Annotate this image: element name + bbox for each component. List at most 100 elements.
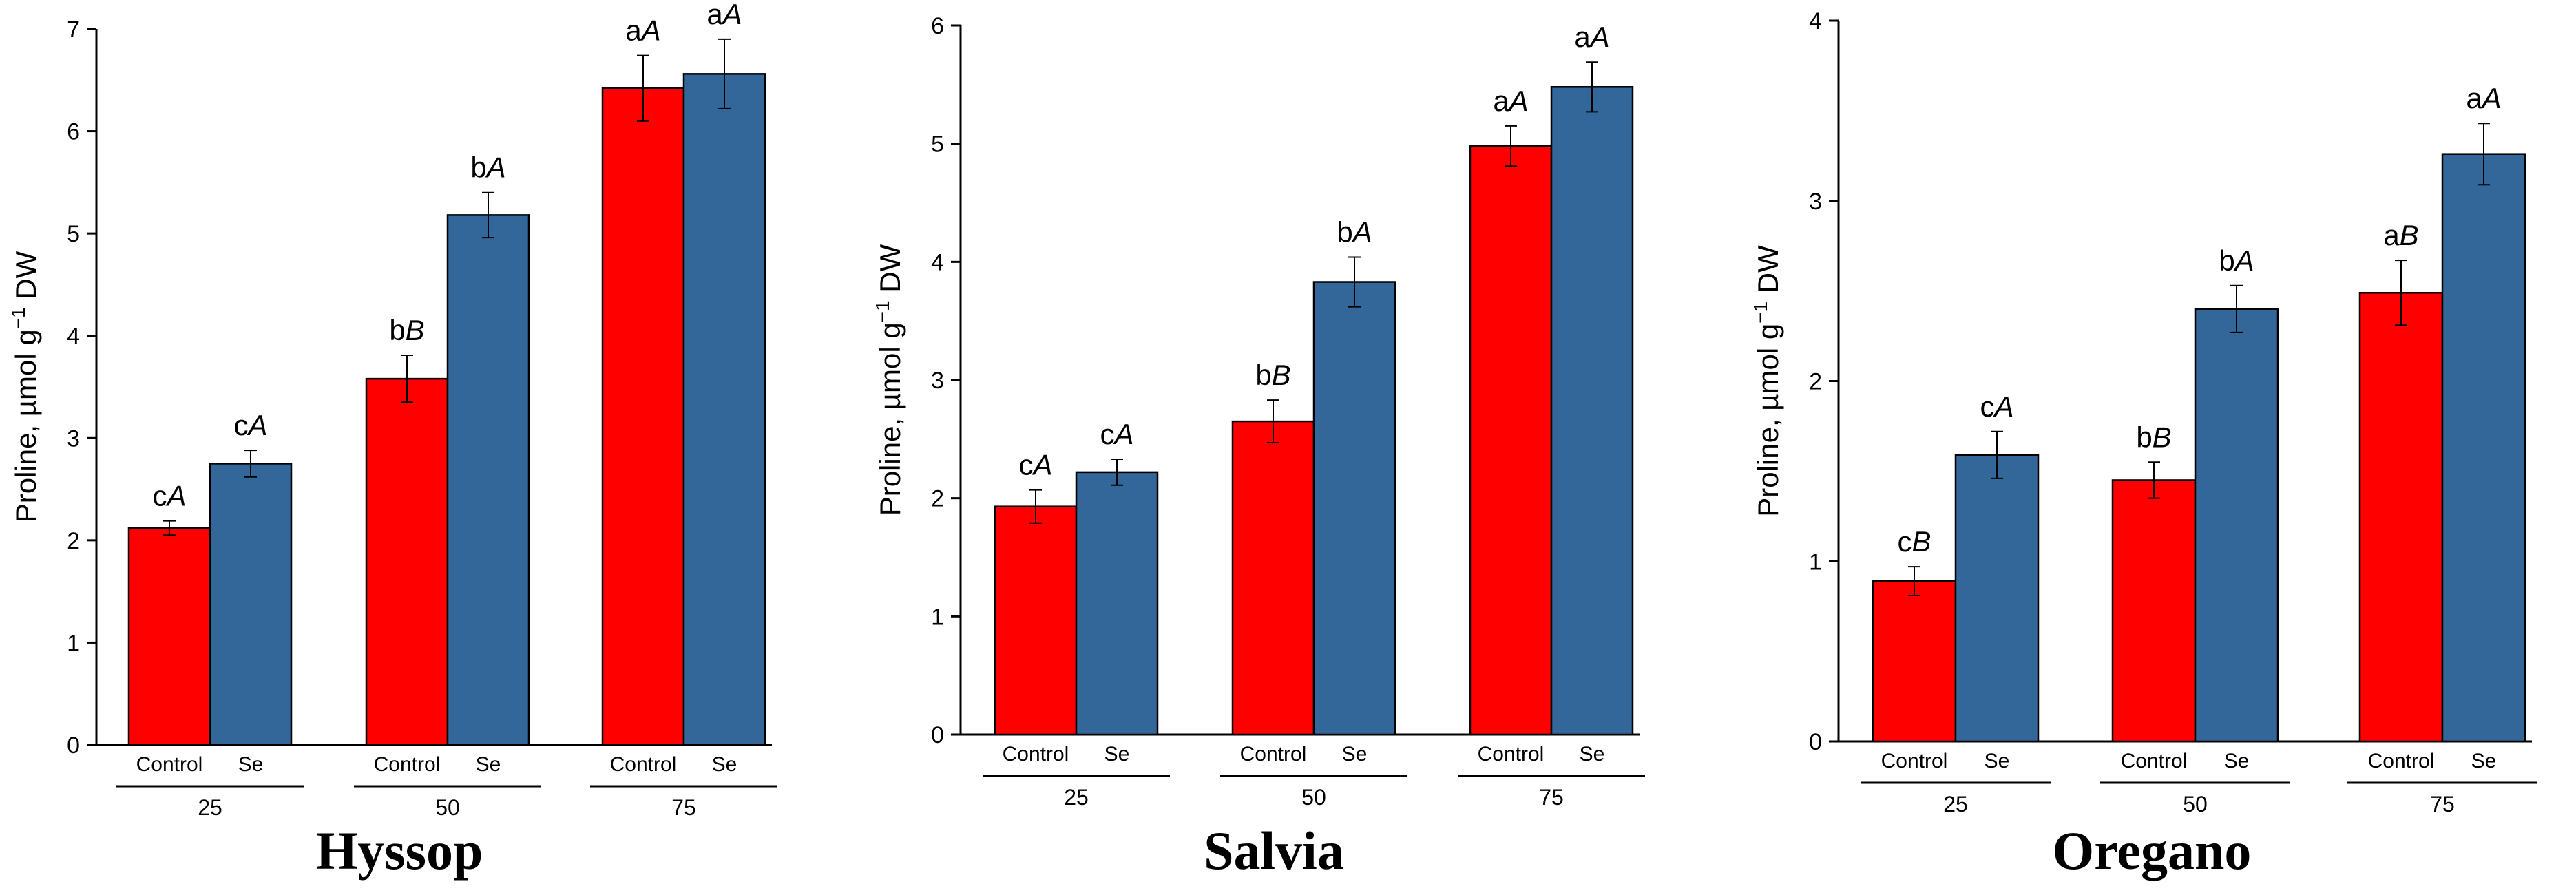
y-tick-label: 6	[931, 13, 944, 39]
bar-sub-label: Se	[2224, 750, 2250, 772]
bar-control-50	[1231, 420, 1315, 736]
bar-control-25	[1872, 580, 1957, 743]
significance-label: bA	[2219, 244, 2254, 277]
bar-sub-label: Control	[1240, 743, 1307, 766]
y-tick-label: 1	[67, 630, 80, 656]
group-label: 75	[671, 795, 696, 820]
y-axis-title-main: Proline, µmol g	[874, 322, 906, 516]
y-tick-label: 5	[931, 131, 944, 158]
y-axis-title: Proline, µmol g−1 DW	[8, 251, 42, 523]
bar-control-50	[2111, 479, 2197, 743]
panel-title: Salvia	[1204, 821, 1344, 881]
y-tick-label: 0	[67, 733, 80, 759]
bar-sub-label: Control	[610, 753, 677, 776]
y-axis-title-sup: −1	[1750, 302, 1771, 324]
y-tick-label: 2	[67, 528, 80, 554]
group-label: 50	[1301, 785, 1326, 810]
bar-se-25	[1954, 454, 2040, 743]
bar-control-75	[601, 87, 685, 746]
bar-sub-label: Se	[1104, 743, 1130, 766]
panel-title: Oregano	[2053, 821, 2252, 881]
y-axis-title-sup: −1	[8, 307, 29, 329]
y-tick-label: 4	[1809, 8, 1822, 34]
y-axis-title-main: Proline, µmol g	[10, 329, 42, 523]
bar-sub-label: Control	[1478, 743, 1544, 766]
significance-label: cA	[152, 480, 186, 512]
significance-label: cA	[1100, 418, 1133, 450]
chart-panel-salvia: 0 1 2 3 4 5 6 Proline, µmol g−1 DW cA Control cA Se…	[872, 13, 1645, 881]
bar-se-50	[2194, 308, 2279, 743]
chart-panel-hyssop: 0 1 2 3 4 5 6 7 Proline, µmol g−1 DW cA Control cA S…	[8, 0, 777, 881]
y-tick-label: 0	[1809, 729, 1822, 755]
y-tick-label: 7	[67, 17, 80, 43]
bar-sub-label: Control	[136, 753, 203, 776]
y-tick-label: 3	[67, 425, 80, 452]
bar-sub-label: Se	[2471, 750, 2497, 772]
significance-label: aA	[1493, 85, 1528, 117]
bar-control-75	[1469, 145, 1553, 736]
bar-sub-label: Control	[2368, 750, 2435, 772]
bar-sub-label: Se	[476, 753, 501, 776]
bar-se-50	[1312, 281, 1396, 736]
bar-sub-label: Control	[374, 753, 441, 776]
significance-label: aA	[2466, 82, 2501, 114]
y-tick-label: 4	[67, 324, 80, 350]
bar-se-25	[1075, 471, 1159, 736]
y-axis-title-tail: DW	[1752, 245, 1784, 302]
bar-se-25	[209, 463, 293, 746]
bar-sub-label: Se	[1580, 743, 1605, 766]
bar-sub-label: Control	[1881, 750, 1948, 772]
significance-label: bB	[389, 314, 424, 346]
significance-label: bA	[1337, 215, 1372, 248]
y-tick-label: 6	[67, 119, 80, 145]
bar-sub-label: Control	[2121, 750, 2188, 772]
significance-label: bA	[470, 151, 505, 184]
bar-control-25	[127, 527, 211, 746]
bar-sub-label: Se	[1985, 750, 2010, 772]
group-label: 75	[1539, 785, 1564, 810]
group-label: 50	[435, 795, 460, 820]
y-tick-label: 2	[1809, 369, 1822, 395]
bar-control-50	[365, 377, 449, 746]
bar-se-50	[446, 214, 530, 746]
panel-title: Hyssop	[316, 821, 483, 881]
group-label: 25	[1943, 792, 1968, 817]
bar-sub-label: Se	[712, 753, 737, 776]
bar-control-25	[994, 505, 1078, 736]
y-axis-title-tail: DW	[874, 244, 906, 300]
y-tick-label: 2	[931, 486, 944, 512]
bar-se-75	[1550, 86, 1634, 736]
group-label: 50	[2183, 792, 2208, 817]
bar-se-75	[682, 73, 766, 746]
significance-label: cA	[233, 409, 267, 441]
significance-label: bB	[2136, 421, 2171, 453]
bar-control-75	[2358, 291, 2444, 743]
y-tick-label: 1	[1809, 549, 1822, 575]
y-tick-label: 0	[931, 722, 944, 748]
significance-label: aA	[1574, 21, 1609, 53]
y-axis-title-tail: DW	[10, 251, 42, 307]
y-tick-label: 1	[931, 604, 944, 630]
significance-label: aB	[2383, 219, 2418, 251]
group-label: 25	[198, 795, 222, 820]
y-axis-title-main: Proline, µmol g	[1752, 324, 1784, 517]
significance-label: bB	[1255, 359, 1290, 391]
bar-sub-label: Control	[1003, 743, 1069, 766]
y-axis-title-sup: −1	[872, 300, 893, 322]
y-tick-label: 3	[931, 368, 944, 394]
significance-label: aA	[706, 0, 742, 30]
y-tick-label: 3	[1809, 189, 1822, 215]
y-axis-title: Proline, µmol g−1 DW	[1750, 245, 1784, 517]
y-tick-label: 4	[931, 249, 944, 275]
significance-label: cA	[1980, 390, 2013, 423]
significance-label: cB	[1897, 525, 1931, 558]
bar-sub-label: Se	[238, 753, 264, 776]
significance-label: cA	[1018, 449, 1052, 481]
chart-panel-oregano: 0 1 2 3 4 Proline, µmol g−1 DW cB Control cA Se 25…	[1750, 8, 2537, 881]
group-label: 25	[1064, 785, 1089, 810]
group-label: 75	[2430, 792, 2455, 817]
bar-se-75	[2441, 153, 2526, 743]
y-tick-label: 5	[67, 221, 80, 247]
significance-label: aA	[625, 14, 660, 47]
